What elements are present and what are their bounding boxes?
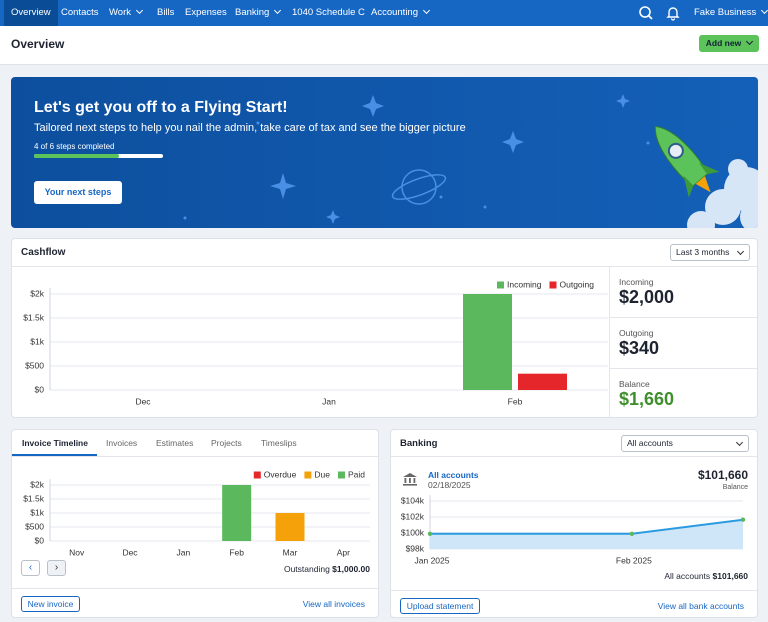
progress-fill bbox=[34, 154, 120, 158]
progress-track bbox=[34, 154, 163, 158]
divider bbox=[12, 266, 757, 267]
summary-label: Outgoing bbox=[619, 328, 654, 338]
divider bbox=[12, 456, 378, 457]
account-select[interactable]: All accounts bbox=[621, 435, 749, 452]
banner-title: Let's get you off to a Flying Start! bbox=[34, 99, 288, 116]
divider bbox=[610, 368, 757, 369]
nav-item[interactable]: Work bbox=[109, 0, 142, 26]
summary-label: Incoming bbox=[619, 277, 654, 287]
account-balance: $101,660 bbox=[697, 468, 748, 482]
nav-item[interactable]: 1040 Schedule C bbox=[292, 7, 365, 18]
nav-item[interactable]: Accounting bbox=[371, 0, 429, 26]
period-select[interactable]: Last 3 months bbox=[670, 244, 750, 261]
page-title: Overview bbox=[11, 37, 65, 51]
page-header: Overview Add new bbox=[0, 26, 768, 65]
tab[interactable]: Invoices bbox=[106, 438, 138, 448]
banking-card: Banking All accounts All accounts 02/18/… bbox=[390, 429, 758, 618]
view-all-invoices[interactable]: View all invoices bbox=[302, 599, 365, 609]
add-new-button[interactable]: Add new bbox=[699, 35, 759, 52]
next-steps-button[interactable]: Your next steps bbox=[34, 181, 122, 204]
invoice-card: Invoice Timeline Invoices Estimates Proj… bbox=[11, 429, 379, 618]
outstanding-amount: $1,000.00 bbox=[332, 564, 370, 574]
summary-amount: $1,660 bbox=[619, 389, 675, 409]
divider bbox=[391, 590, 757, 591]
top-nav: Overview Contacts Work Bills Expenses Ba… bbox=[0, 0, 768, 26]
banner-art bbox=[183, 94, 758, 228]
cashflow-card: Cashflow Last 3 months Incoming $2,000 O… bbox=[11, 238, 758, 418]
divider bbox=[12, 588, 378, 589]
divider bbox=[609, 266, 610, 417]
upload-statement-button[interactable]: Upload statement bbox=[400, 598, 480, 614]
tab[interactable]: Projects bbox=[211, 438, 242, 448]
nav-item[interactable]: Overview bbox=[4, 0, 58, 26]
nav-item[interactable]: Expenses bbox=[185, 7, 227, 18]
account-name[interactable]: All accounts bbox=[428, 470, 479, 480]
nav-item[interactable]: Bills bbox=[157, 7, 175, 18]
card-title: Cashflow bbox=[21, 247, 66, 258]
outstanding: Outstanding $1,000.00 bbox=[284, 564, 370, 574]
bank-icon bbox=[403, 473, 417, 486]
next-button[interactable]: › bbox=[47, 560, 66, 576]
account-date: 02/18/2025 bbox=[428, 480, 471, 490]
tab[interactable]: Estimates bbox=[156, 438, 194, 448]
new-invoice-button[interactable]: New invoice bbox=[21, 596, 80, 612]
tab[interactable]: Invoice Timeline bbox=[22, 438, 88, 448]
view-all-bank-accounts[interactable]: View all bank accounts bbox=[657, 601, 744, 611]
divider bbox=[610, 317, 757, 318]
nav-item[interactable]: Banking bbox=[235, 0, 280, 26]
banner-subtitle: Tailored next steps to help you nail the… bbox=[34, 122, 466, 134]
search-icon[interactable] bbox=[638, 5, 654, 21]
nav-item[interactable]: Contacts bbox=[61, 7, 99, 18]
outstanding-label: Outstanding bbox=[283, 564, 330, 574]
prev-button[interactable]: ‹ bbox=[21, 560, 40, 576]
business-menu[interactable]: Fake Business bbox=[694, 0, 767, 26]
banner: Let's get you off to a Flying Start! Tai… bbox=[11, 77, 758, 228]
footer-label: All accounts bbox=[664, 571, 711, 581]
active-tab-indicator bbox=[12, 454, 97, 456]
divider bbox=[391, 456, 757, 457]
card-title: Banking bbox=[400, 438, 438, 449]
footer-amount: $101,660 bbox=[712, 571, 748, 581]
account-total: All accounts $101,660 bbox=[664, 571, 748, 581]
balance-label: Balance bbox=[722, 484, 748, 491]
summary-amount: $340 bbox=[619, 338, 660, 358]
tab[interactable]: Timeslips bbox=[261, 438, 297, 448]
summary-label: Balance bbox=[619, 379, 650, 389]
summary-amount: $2,000 bbox=[619, 287, 675, 307]
bell-icon[interactable] bbox=[665, 5, 681, 21]
progress-text: 4 of 6 steps completed bbox=[34, 142, 115, 151]
